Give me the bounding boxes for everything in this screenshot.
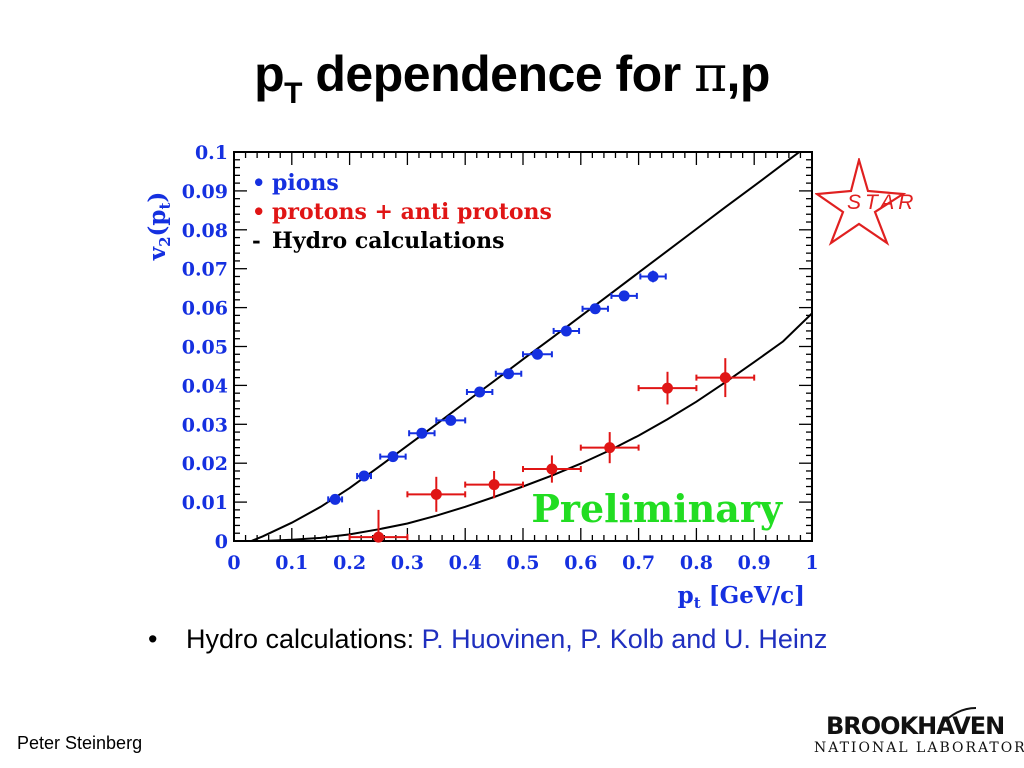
star-logo-outline [815, 158, 907, 246]
x-tick-label: 0.7 [622, 552, 655, 574]
data-point [589, 303, 601, 315]
data-point [662, 382, 673, 394]
y-tick-label: 0.01 [182, 492, 228, 514]
x-tick-label: 0 [227, 552, 240, 574]
y-tick-label: 0.03 [182, 414, 228, 436]
y-tick-label: 0.07 [182, 259, 228, 281]
legend-marker: • [252, 199, 265, 224]
y-tick-label: 0.06 [182, 298, 228, 320]
data-point [474, 386, 486, 398]
x-tick-label: 0.9 [738, 552, 771, 574]
y-tick-label: 0.1 [195, 142, 228, 164]
data-point [560, 325, 572, 337]
x-tick-label: 0.8 [680, 552, 713, 574]
x-tick-label: 1 [805, 552, 818, 574]
brookhaven-wordmark: BROOKHAVEN [826, 712, 1005, 740]
title-p: p [254, 46, 285, 102]
x-tick-label: 0.2 [333, 552, 366, 574]
v2-chart: 0 0.1 0.2 0.3 0.4 0.5 0.6 0.7 0.8 0.9 1 0 0.01 0.02 0.… [144, 142, 819, 612]
data-point [719, 372, 731, 384]
star-logo-text: STAR [847, 191, 917, 214]
legend-marker: - [252, 228, 261, 253]
title-pi: π [694, 45, 727, 103]
brookhaven-logo: BROOKHAVEN NATIONAL LABORATORY [812, 706, 1024, 762]
bullet-marker: • [148, 624, 158, 654]
series-pions [327, 270, 667, 505]
axis-ticks [233, 151, 813, 542]
title-text: dependence for [301, 46, 695, 102]
series-protons [348, 358, 756, 543]
author-name: Peter Steinberg [17, 733, 143, 753]
y-axis-label: v2(pt) [144, 192, 174, 262]
slide-title: pT dependence for π,p [0, 45, 1024, 111]
x-tick-label: 0.1 [275, 552, 308, 574]
x-tick-label: 0.4 [449, 552, 482, 574]
legend-marker: • [252, 170, 265, 195]
legend: • pions • protons + anti protons- Hydro calc… [252, 170, 552, 254]
legend-entry: protons + anti protons [272, 199, 552, 225]
data-point [604, 442, 616, 454]
x-tick-label: 0.3 [391, 552, 424, 574]
hydro-bullet: • Hydro calculations: P. Huovinen, P. Kol… [148, 624, 827, 655]
data-point [416, 427, 428, 439]
legend-entry: Hydro calculations [272, 228, 504, 254]
data-point [373, 531, 384, 543]
y-tick-label: 0.02 [182, 453, 228, 475]
data-point [546, 463, 558, 475]
y-tick-label: 0.09 [182, 181, 228, 203]
hydro-curve [262, 312, 812, 541]
y-tick-label: 0 [215, 531, 228, 553]
bullet-text: Hydro calculations: [186, 624, 422, 654]
preliminary-annotation: Preliminary [531, 486, 783, 531]
x-tick-label: 0.5 [506, 552, 539, 574]
x-axis-label: pt [GeV/c] [678, 582, 805, 612]
brookhaven-swoosh-icon [939, 707, 977, 727]
bullet-citation: P. Huovinen, P. Kolb and U. Heinz [421, 624, 828, 654]
data-point [358, 470, 370, 482]
data-point [647, 270, 659, 282]
y-tick-label: 0.05 [182, 337, 228, 359]
data-point [445, 414, 457, 426]
data-point [329, 493, 341, 505]
data-point [618, 290, 630, 302]
x-tick-label: 0.6 [564, 552, 597, 574]
data-point [531, 348, 543, 360]
y-tick-label: 0.04 [182, 375, 228, 397]
star-logo: STAR [815, 158, 917, 246]
data-point [503, 368, 515, 380]
data-point [488, 479, 500, 491]
brookhaven-subtitle: NATIONAL LABORATORY [814, 740, 1024, 756]
data-point [430, 488, 442, 500]
legend-entry: pions [272, 170, 339, 196]
title-end: ,p [726, 46, 770, 102]
title-subscript: T [284, 77, 302, 110]
y-tick-label: 0.08 [182, 220, 228, 242]
data-point [387, 451, 399, 463]
